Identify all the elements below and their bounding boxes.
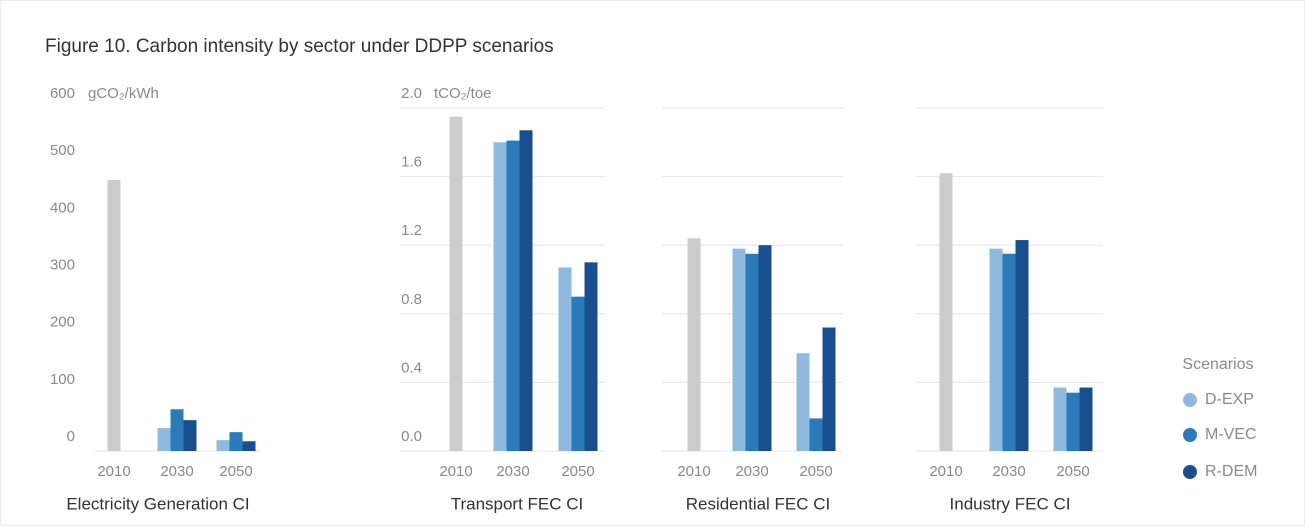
y-tick-label: 0.4: [401, 359, 422, 376]
bar: [1015, 240, 1029, 451]
bar: [170, 409, 184, 451]
y-axis-unit: tCO₂/toe: [434, 85, 492, 102]
bar: [157, 428, 171, 451]
bar: [584, 262, 598, 451]
y-tick-label: 0.0: [401, 428, 422, 445]
x-tick-label: 2010: [677, 463, 710, 480]
panel-title: Industry FEC CI: [950, 494, 1071, 513]
bar: [1066, 392, 1080, 451]
legend-label: R-DEM: [1205, 463, 1257, 480]
y-tick-label: 400: [50, 199, 75, 216]
panel-title: Residential FEC CI: [686, 494, 831, 513]
bar: [1079, 387, 1093, 451]
bar: [1002, 253, 1016, 451]
bar: [558, 267, 572, 451]
y-tick-label: 500: [50, 142, 75, 159]
bar: [183, 420, 197, 451]
y-axis-unit: gCO₂/kWh: [88, 85, 159, 102]
x-tick-label: 2030: [735, 463, 768, 480]
bar: [242, 441, 256, 451]
bar: [506, 140, 520, 451]
panel-title: Electricity Generation CI: [66, 494, 249, 513]
figure-title: Figure 10. Carbon intensity by sector un…: [45, 36, 554, 57]
bar: [809, 418, 823, 451]
x-tick-label: 2050: [1056, 463, 1089, 480]
bar: [229, 432, 243, 451]
x-tick-label: 2030: [496, 463, 529, 480]
bar: [493, 142, 507, 452]
legend-title: Scenarios: [1182, 356, 1253, 373]
legend-swatch: [1183, 393, 1197, 407]
y-tick-label: 0: [67, 428, 75, 445]
bar: [519, 130, 533, 452]
legend-label: D-EXP: [1205, 391, 1254, 408]
x-tick-label: 2010: [929, 463, 962, 480]
legend-swatch: [1183, 428, 1197, 442]
y-tick-label: 300: [50, 256, 75, 273]
bar: [796, 353, 810, 451]
y-tick-label: 200: [50, 314, 75, 331]
x-tick-label: 2050: [561, 463, 594, 480]
bar: [107, 180, 121, 451]
bar: [571, 296, 585, 451]
y-tick-label: 1.6: [401, 154, 422, 171]
bar: [758, 245, 772, 451]
y-tick-label: 2.0: [401, 85, 422, 102]
y-tick-label: 600: [50, 85, 75, 102]
x-tick-label: 2030: [160, 463, 193, 480]
panel-title: Transport FEC CI: [451, 494, 584, 513]
bar: [687, 238, 701, 451]
bar: [745, 253, 759, 451]
x-tick-label: 2050: [799, 463, 832, 480]
bar: [216, 440, 230, 451]
x-tick-label: 2010: [97, 463, 130, 480]
legend-label: M-VEC: [1205, 426, 1257, 443]
bar: [449, 116, 463, 451]
y-tick-label: 100: [50, 371, 75, 388]
bar: [822, 327, 836, 451]
bar: [939, 173, 953, 452]
bar: [732, 248, 746, 451]
y-tick-label: 0.8: [401, 291, 422, 308]
y-tick-label: 1.2: [401, 222, 422, 239]
x-tick-label: 2030: [992, 463, 1025, 480]
x-tick-label: 2010: [439, 463, 472, 480]
bar: [1053, 387, 1067, 451]
x-tick-label: 2050: [219, 463, 252, 480]
bar: [989, 248, 1003, 451]
legend-swatch: [1183, 465, 1197, 479]
